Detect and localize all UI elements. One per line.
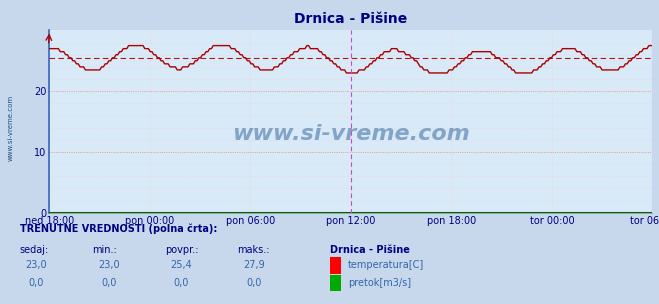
Text: 25,4: 25,4 <box>170 260 192 270</box>
Text: 0,0: 0,0 <box>173 278 189 288</box>
Text: temperatura[C]: temperatura[C] <box>348 260 424 270</box>
Text: povpr.:: povpr.: <box>165 245 198 255</box>
Text: 27,9: 27,9 <box>243 260 265 270</box>
Text: Drnica - Pišine: Drnica - Pišine <box>330 245 409 255</box>
Text: www.si-vreme.com: www.si-vreme.com <box>8 95 14 161</box>
Text: TRENUTNE VREDNOSTI (polna črta):: TRENUTNE VREDNOSTI (polna črta): <box>20 223 217 234</box>
Title: Drnica - Pišine: Drnica - Pišine <box>295 12 407 26</box>
Text: sedaj:: sedaj: <box>20 245 49 255</box>
Text: www.si-vreme.com: www.si-vreme.com <box>232 124 470 144</box>
Text: pretok[m3/s]: pretok[m3/s] <box>348 278 411 288</box>
Text: 0,0: 0,0 <box>101 278 117 288</box>
Text: maks.:: maks.: <box>237 245 270 255</box>
Text: 23,0: 23,0 <box>26 260 47 270</box>
Text: 0,0: 0,0 <box>246 278 262 288</box>
Text: min.:: min.: <box>92 245 117 255</box>
Text: 0,0: 0,0 <box>28 278 44 288</box>
Text: 23,0: 23,0 <box>98 260 119 270</box>
